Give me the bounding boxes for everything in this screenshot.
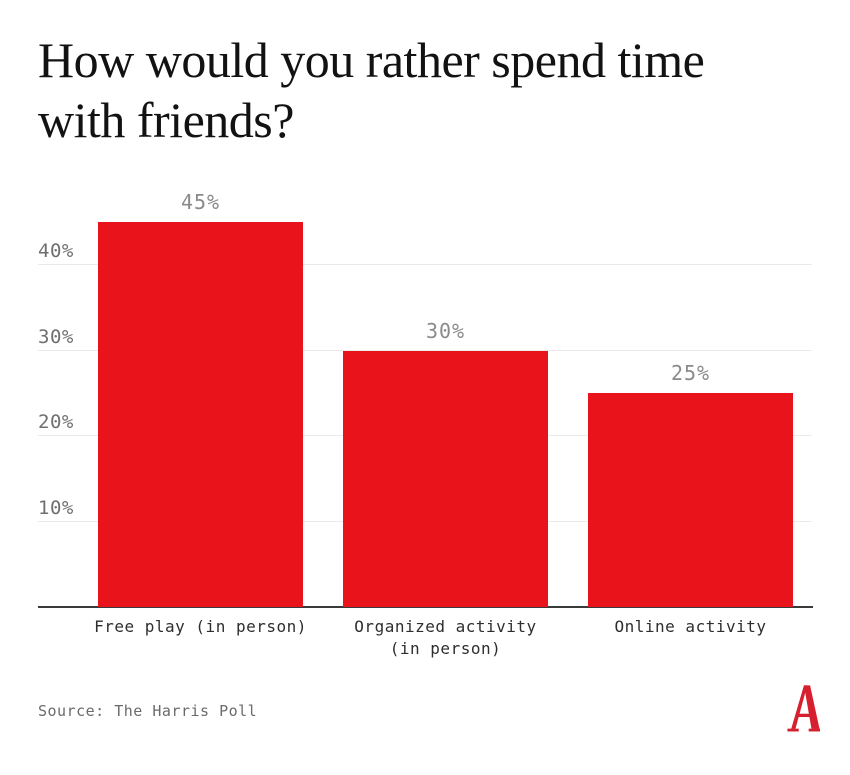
x-axis-category-label-line: Organized activity <box>354 617 537 636</box>
y-axis-tick-label: 20% <box>38 411 74 433</box>
bar-value-label: 45% <box>180 190 221 215</box>
x-axis-line <box>38 606 813 608</box>
bar-value-label: 25% <box>670 361 711 386</box>
chart-title: How would you rather spend time with fri… <box>38 30 798 150</box>
bar <box>588 393 793 607</box>
x-axis-category-label: Online activity <box>563 616 818 638</box>
plot-area: 10% 20% 30% 40% 45% 30% 25% <box>38 190 813 608</box>
gridline <box>38 349 812 351</box>
chart-title-line1: How would you rather spend time <box>38 32 705 88</box>
x-axis-category-label-line: (in person) <box>389 639 502 658</box>
x-axis-category-label-line: Free play (in person) <box>94 617 307 636</box>
y-axis-tick-label: 30% <box>38 325 74 348</box>
y-axis-tick-label: 40% <box>38 240 74 262</box>
y-axis-tick-label: 10% <box>38 496 74 519</box>
gridline <box>38 264 812 265</box>
x-axis-labels: Free play (in person) Organized activity (… <box>38 616 813 676</box>
source-label: Source: The Harris Poll <box>38 702 258 720</box>
bar <box>343 350 548 607</box>
x-axis-category-label-line: Online activity <box>614 617 767 636</box>
atlantic-a-logo <box>787 685 820 732</box>
x-axis-category-label: Organized activity (in person) <box>318 616 573 660</box>
x-axis-category-label: Free play (in person) <box>73 616 328 638</box>
bar-value-label: 30% <box>425 318 466 343</box>
chart-title-line2: with friends? <box>38 92 294 148</box>
bar <box>98 222 303 607</box>
